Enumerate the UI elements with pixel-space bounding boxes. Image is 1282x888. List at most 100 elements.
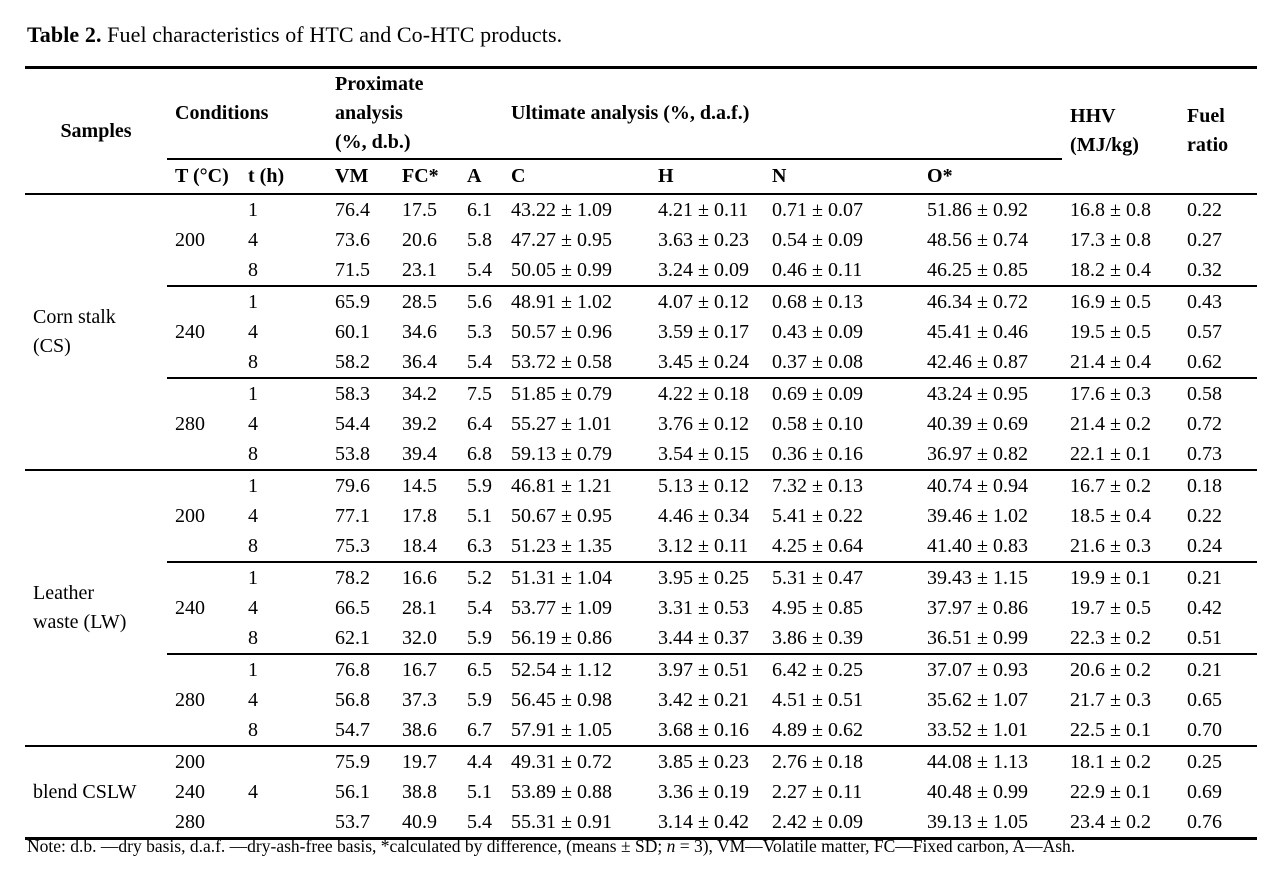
- note-italic-n: n: [666, 836, 676, 856]
- cell-A: 5.8: [467, 229, 492, 251]
- cell-N: 0.54 ± 0.09: [772, 229, 864, 251]
- cell-C: 50.05 ± 0.99: [503, 255, 651, 287]
- cell-N: 0.71 ± 0.07: [772, 199, 864, 221]
- cell-VM: 66.5: [335, 597, 370, 619]
- cell-HHV: 21.4 ± 0.2: [1070, 413, 1152, 435]
- cell-FC: 17.8: [402, 505, 437, 527]
- cell-samples: Leather waste (LW): [25, 470, 167, 747]
- cell-FR: 0.57: [1187, 321, 1223, 343]
- cell-HHV: 17.3 ± 0.8: [1070, 229, 1152, 251]
- cell-C: 57.91 ± 1.05: [503, 715, 651, 747]
- cell-N: 4.51 ± 0.51: [772, 689, 864, 711]
- cell-FC: 28.5: [402, 291, 437, 313]
- cell-C: 50.57 ± 0.96: [511, 321, 613, 343]
- cell-N: 0.36 ± 0.16: [764, 439, 920, 471]
- cell-H: 3.97 ± 0.51: [658, 659, 750, 681]
- table-row: 280 1 76.8 16.7 6.5 52.54 ± 1.12 3.97 ± 0.51 6.…: [25, 654, 1257, 747]
- cell-T: 200: [167, 194, 240, 287]
- cell-FC: 38.8: [402, 781, 437, 803]
- cell-t: 8: [240, 715, 327, 747]
- cell-C: 56.19 ± 0.86: [503, 623, 651, 655]
- cell-N: 2.27 ± 0.11: [772, 781, 863, 803]
- cell-C: 47.27 ± 0.95: [511, 229, 613, 251]
- cell-A: 5.9: [467, 689, 492, 711]
- cell-HHV: 22.3 ± 0.2: [1062, 623, 1180, 655]
- cell-t: 1: [248, 659, 258, 681]
- cell-A: 5.9: [459, 623, 504, 655]
- table-row: Leather waste (LW) 200 1 79.6 14.5 5.9 46.81 ±…: [25, 470, 1257, 747]
- cell-A: 6.4: [467, 413, 492, 435]
- cell-samples: Corn stalk (CS): [25, 194, 167, 471]
- cell-C: 50.67 ± 0.95: [511, 505, 613, 527]
- cell-HHV: 19.5 ± 0.5: [1070, 321, 1152, 343]
- cell-A: 5.1: [467, 505, 492, 527]
- cell-VM: 76.8: [335, 659, 370, 681]
- cell-t: 4: [248, 505, 258, 527]
- cell-FC: 38.6: [394, 715, 459, 747]
- cell-VM: 54.7: [327, 715, 394, 747]
- cell-FR: 0.58: [1187, 383, 1223, 405]
- cell-t: 1: [248, 475, 258, 497]
- cell-T: 280: [175, 811, 205, 833]
- cell-FR: 0.22: [1187, 505, 1223, 527]
- cell-O: 41.40 ± 0.83: [919, 531, 1063, 563]
- cell-A: 5.4: [459, 255, 504, 287]
- subheader-time: t (h): [240, 159, 327, 195]
- cell-t: 8: [240, 439, 327, 471]
- cell-O: 45.41 ± 0.46: [927, 321, 1029, 343]
- cell-samples: blend CSLW: [33, 780, 137, 803]
- table-row: 240 1 65.9 28.5 5.6 48.91 ± 1.02 4.07 ± 0.12 0.…: [25, 286, 1257, 379]
- cell-H: 3.63 ± 0.23: [658, 229, 750, 251]
- cell-t: 8: [240, 347, 327, 379]
- table-row: 280 53.7 40.9 5.4 55.31 ± 0.91 3.14 ± 0.42 2.4…: [25, 807, 1257, 839]
- cell-C: 51.23 ± 1.35: [503, 531, 651, 563]
- cell-O: 46.34 ± 0.72: [927, 291, 1029, 313]
- cell-O: 51.86 ± 0.92: [927, 199, 1029, 221]
- cell-O: 43.24 ± 0.95: [927, 383, 1029, 405]
- table-row: 280 1 58.3 34.2 7.5 51.85 ± 0.79 4.22 ± 0.18 0.…: [25, 378, 1257, 471]
- cell-HHV: 21.6 ± 0.3: [1062, 531, 1180, 563]
- cell-t: 4: [248, 781, 258, 803]
- table-row: blend CSLW 200 4 75.9 19.7 4.4 49.31 ± 0.72 3.8…: [25, 746, 1257, 803]
- cell-VM: 53.7: [335, 811, 370, 833]
- cell-HHV: 18.2 ± 0.4: [1062, 255, 1180, 287]
- cell-A: 6.1: [467, 199, 492, 221]
- cell-A: 5.4: [459, 347, 504, 379]
- table-row: 8 53.8 39.4 6.8 59.13 ± 0.79 3.54 ± 0.15 0.36 …: [25, 439, 1258, 471]
- cell-VM: 65.9: [335, 291, 370, 313]
- table-row: 8 62.1 32.0 5.9 56.19 ± 0.86 3.44 ± 0.37 3.86 …: [25, 623, 1258, 655]
- cell-VM: 56.1: [335, 781, 370, 803]
- cell-FC: 32.0: [394, 623, 459, 655]
- cell-FR: 0.70: [1179, 715, 1258, 747]
- cell-VM: 58.3: [335, 383, 370, 405]
- table-row: Corn stalk (CS) 200 1 76.4 17.5 6.1 43.22 ± 1.…: [25, 194, 1257, 471]
- cell-O: 40.74 ± 0.94: [927, 475, 1029, 497]
- subheader-vm: VM: [327, 159, 394, 195]
- cell-N: 4.89 ± 0.62: [764, 715, 920, 747]
- cell-VM: 78.2: [335, 567, 370, 589]
- cell-FR: 0.24: [1179, 531, 1258, 563]
- cell-HHV: 16.8 ± 0.8: [1070, 199, 1152, 221]
- cell-O: 48.56 ± 0.74: [927, 229, 1029, 251]
- cell-HHV: 16.9 ± 0.5: [1070, 291, 1152, 313]
- cell-t: 4: [248, 597, 258, 619]
- cell-H: 3.76 ± 0.12: [658, 413, 750, 435]
- cell-C: 53.89 ± 0.88: [511, 781, 613, 803]
- table-row: 4 54.4 39.2 6.4 55.27 ± 1.01 3.76 ± 0.12 0.58 …: [25, 409, 1257, 439]
- cell-O: 39.13 ± 1.05: [927, 811, 1029, 833]
- cell-FC: 36.4: [394, 347, 459, 379]
- cell-t: 4: [248, 413, 258, 435]
- cell-H: 3.31 ± 0.53: [658, 597, 750, 619]
- cell-FR: 0.76: [1187, 811, 1223, 833]
- cell-VM: 79.6: [335, 475, 370, 497]
- cell-H: 4.46 ± 0.34: [658, 505, 750, 527]
- cell-H: 3.14 ± 0.42: [658, 811, 750, 833]
- cell-N: 0.69 ± 0.09: [772, 383, 864, 405]
- header-sub-row: T (°C) t (h) VM FC* A C H N O*: [25, 159, 1257, 195]
- cell-C: 49.31 ± 0.72: [511, 751, 613, 773]
- cell-C: 55.27 ± 1.01: [511, 413, 613, 435]
- cell-HHV: 21.4 ± 0.4: [1062, 347, 1180, 379]
- cell-FC: 39.4: [394, 439, 459, 471]
- cell-N: 6.42 ± 0.25: [772, 659, 864, 681]
- table-row: 8 71.5 23.1 5.4 50.05 ± 0.99 3.24 ± 0.09 0.46 …: [25, 255, 1258, 287]
